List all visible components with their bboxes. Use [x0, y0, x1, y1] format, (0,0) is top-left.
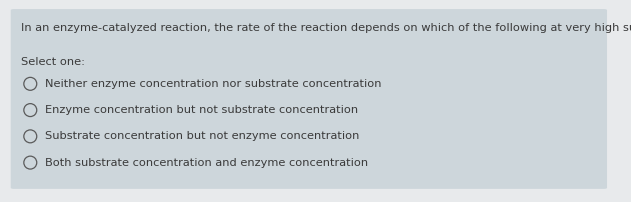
Text: Both substrate concentration and enzyme concentration: Both substrate concentration and enzyme …	[45, 158, 369, 168]
Text: Neither enzyme concentration nor substrate concentration: Neither enzyme concentration nor substra…	[45, 79, 382, 89]
Text: Substrate concentration but not enzyme concentration: Substrate concentration but not enzyme c…	[45, 131, 360, 141]
FancyBboxPatch shape	[11, 9, 607, 189]
Text: In an enzyme-catalyzed reaction, the rate of the reaction depends on which of th: In an enzyme-catalyzed reaction, the rat…	[21, 23, 631, 33]
Text: Enzyme concentration but not substrate concentration: Enzyme concentration but not substrate c…	[45, 105, 358, 115]
Text: Select one:: Select one:	[21, 57, 85, 67]
